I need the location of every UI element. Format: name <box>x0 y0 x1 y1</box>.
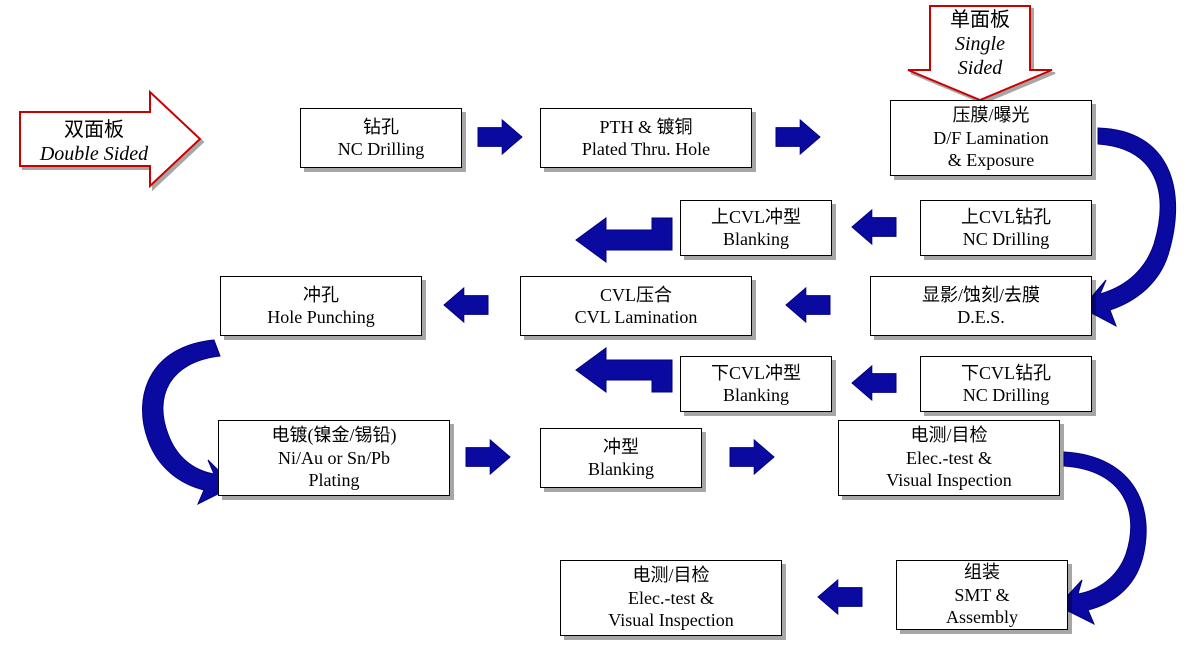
node-lcvl_drill-cn: 下CVL钻孔 <box>961 362 1051 385</box>
node-etest2: 电测/目检Elec.-test &Visual Inspection <box>560 560 782 636</box>
node-etest1: 电测/目检Elec.-test &Visual Inspection <box>838 420 1060 496</box>
node-plating-en2: Plating <box>308 469 359 492</box>
node-df_lam: 压膜/曝光D/F Lamination& Exposure <box>890 100 1092 176</box>
node-des-en: D.E.S. <box>957 306 1005 329</box>
node-df_lam-cn: 压膜/曝光 <box>952 104 1029 127</box>
arrow-a6 <box>444 288 488 322</box>
node-smt: 组装SMT &Assembly <box>896 560 1068 630</box>
node-nc_drilling-en: NC Drilling <box>338 138 425 161</box>
node-smt-cn: 组装 <box>964 561 1000 584</box>
node-etest2-en2: Visual Inspection <box>608 609 733 632</box>
node-smt-en2: Assembly <box>946 606 1018 629</box>
node-blanking-en: Blanking <box>588 458 654 481</box>
node-plating-en: Ni/Au or Sn/Pb <box>278 447 390 470</box>
node-cvl_lam-cn: CVL压合 <box>600 284 672 307</box>
node-cvl_lam: CVL压合CVL Lamination <box>520 276 752 336</box>
node-etest1-cn: 电测/目检 <box>910 424 987 447</box>
entry-single-cn: 单面板 <box>938 8 1022 32</box>
node-pth-en: Plated Thru. Hole <box>582 138 710 161</box>
node-ucvl_drill-en: NC Drilling <box>963 228 1050 251</box>
node-nc_drilling-cn: 钻孔 <box>363 116 399 139</box>
entry-double-cn: 双面板 <box>34 118 154 142</box>
node-pth-cn: PTH & 镀铜 <box>599 116 692 139</box>
elbow-upper <box>576 218 672 262</box>
node-df_lam-en: D/F Lamination <box>933 127 1049 150</box>
node-plating-cn: 电镀(镍金/锡铅) <box>272 424 397 447</box>
node-etest2-en: Elec.-test & <box>628 587 714 610</box>
arrow-a7 <box>786 288 830 322</box>
node-blanking-cn: 冲型 <box>603 436 639 459</box>
entry-double-label: 双面板 Double Sided <box>34 118 154 166</box>
node-blanking: 冲型Blanking <box>540 428 702 488</box>
arrow-a12 <box>730 440 774 474</box>
node-plating: 电镀(镍金/锡铅)Ni/Au or Sn/PbPlating <box>218 420 450 496</box>
entry-single-en2: Sided <box>938 56 1022 80</box>
node-etest1-en2: Visual Inspection <box>886 469 1011 492</box>
elbow-lower <box>576 348 672 392</box>
node-lcvl_drill: 下CVL钻孔NC Drilling <box>920 356 1092 412</box>
node-df_lam-en2: & Exposure <box>948 149 1034 172</box>
node-lcvl_blank-en: Blanking <box>723 384 789 407</box>
node-hole_punch-cn: 冲孔 <box>303 284 339 307</box>
node-etest2-cn: 电测/目检 <box>632 564 709 587</box>
node-ucvl_blank: 上CVL冲型Blanking <box>680 200 832 256</box>
node-ucvl_drill: 上CVL钻孔NC Drilling <box>920 200 1092 256</box>
arrow-a2 <box>776 120 820 154</box>
arrow-a1 <box>478 120 522 154</box>
arrow-a9 <box>852 366 896 400</box>
entry-single-en1: Single <box>938 32 1022 56</box>
node-cvl_lam-en: CVL Lamination <box>575 306 698 329</box>
node-lcvl_drill-en: NC Drilling <box>963 384 1050 407</box>
entry-single-label: 单面板 Single Sided <box>938 8 1022 80</box>
node-ucvl_blank-cn: 上CVL冲型 <box>711 206 801 229</box>
node-des: 显影/蚀刻/去膜D.E.S. <box>870 276 1092 336</box>
node-etest1-en: Elec.-test & <box>906 447 992 470</box>
arrow-a4 <box>852 210 896 244</box>
entry-double-en: Double Sided <box>34 142 154 166</box>
curve-df-to-des <box>1082 128 1176 326</box>
node-hole_punch-en: Hole Punching <box>267 306 375 329</box>
node-lcvl_blank-cn: 下CVL冲型 <box>711 362 801 385</box>
arrow-a14 <box>818 580 862 614</box>
node-ucvl_blank-en: Blanking <box>723 228 789 251</box>
arrow-a11 <box>466 440 510 474</box>
node-hole_punch: 冲孔Hole Punching <box>220 276 422 336</box>
node-smt-en: SMT & <box>954 584 1009 607</box>
node-des-cn: 显影/蚀刻/去膜 <box>922 284 1040 307</box>
node-ucvl_drill-cn: 上CVL钻孔 <box>961 206 1051 229</box>
node-pth: PTH & 镀铜Plated Thru. Hole <box>540 108 752 168</box>
curve-etest-to-smt <box>1058 452 1146 624</box>
node-lcvl_blank: 下CVL冲型Blanking <box>680 356 832 412</box>
node-nc_drilling: 钻孔NC Drilling <box>300 108 462 168</box>
